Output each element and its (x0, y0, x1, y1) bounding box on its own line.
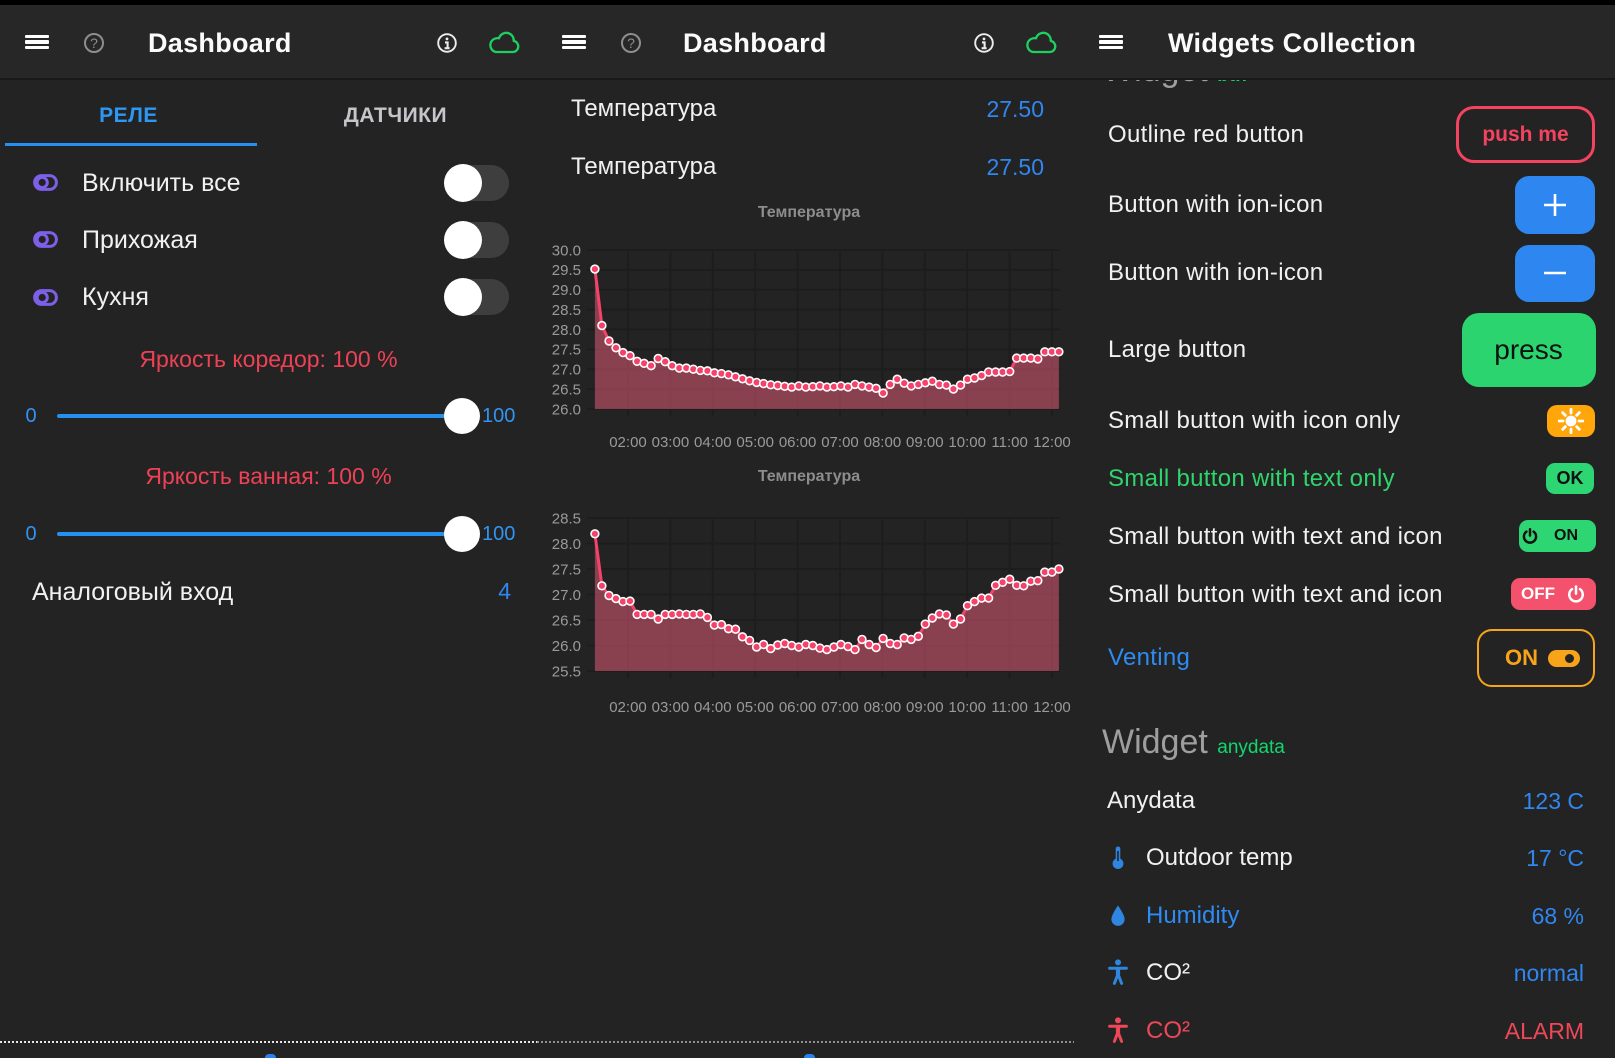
svg-text:29.5: 29.5 (552, 262, 581, 279)
svg-text:05:00: 05:00 (736, 699, 774, 716)
svg-text:27.5: 27.5 (552, 342, 581, 359)
svg-text:Температура: Температура (758, 204, 860, 221)
svg-text:26.0: 26.0 (552, 638, 581, 655)
svg-text:03:00: 03:00 (652, 434, 690, 451)
svg-text:09:00: 09:00 (906, 699, 944, 716)
svg-text:08:00: 08:00 (864, 434, 902, 451)
svg-text:26.0: 26.0 (552, 401, 581, 418)
svg-text:26.5: 26.5 (552, 612, 581, 629)
svg-text:26.5: 26.5 (552, 381, 581, 398)
svg-text:28.0: 28.0 (552, 536, 581, 553)
svg-text:29.0: 29.0 (552, 282, 581, 299)
svg-text:Температура: Температура (758, 468, 860, 485)
svg-text:03:00: 03:00 (652, 699, 690, 716)
svg-text:28.5: 28.5 (552, 510, 581, 527)
svg-text:11:00: 11:00 (991, 699, 1027, 716)
svg-text:06:00: 06:00 (779, 434, 817, 451)
svg-text:08:00: 08:00 (864, 699, 902, 716)
svg-text:30.0: 30.0 (552, 242, 581, 259)
svg-text:10:00: 10:00 (948, 434, 986, 451)
svg-text:25.5: 25.5 (552, 663, 581, 680)
svg-text:12:00: 12:00 (1033, 434, 1071, 451)
svg-text:27.0: 27.0 (552, 362, 581, 379)
svg-text:10:00: 10:00 (948, 699, 986, 716)
svg-text:07:00: 07:00 (821, 434, 859, 451)
svg-text:11:00: 11:00 (991, 434, 1027, 451)
svg-text:12:00: 12:00 (1033, 699, 1071, 716)
svg-text:28.0: 28.0 (552, 322, 581, 339)
svg-text:07:00: 07:00 (821, 699, 859, 716)
svg-text:28.5: 28.5 (552, 302, 581, 319)
svg-text:05:00: 05:00 (736, 434, 774, 451)
svg-text:02:00: 02:00 (609, 434, 647, 451)
svg-text:27.0: 27.0 (552, 587, 581, 604)
svg-text:06:00: 06:00 (779, 699, 817, 716)
svg-text:09:00: 09:00 (906, 434, 944, 451)
svg-text:02:00: 02:00 (609, 699, 647, 716)
svg-text:04:00: 04:00 (694, 434, 732, 451)
svg-text:04:00: 04:00 (694, 699, 732, 716)
svg-text:27.5: 27.5 (552, 561, 581, 578)
